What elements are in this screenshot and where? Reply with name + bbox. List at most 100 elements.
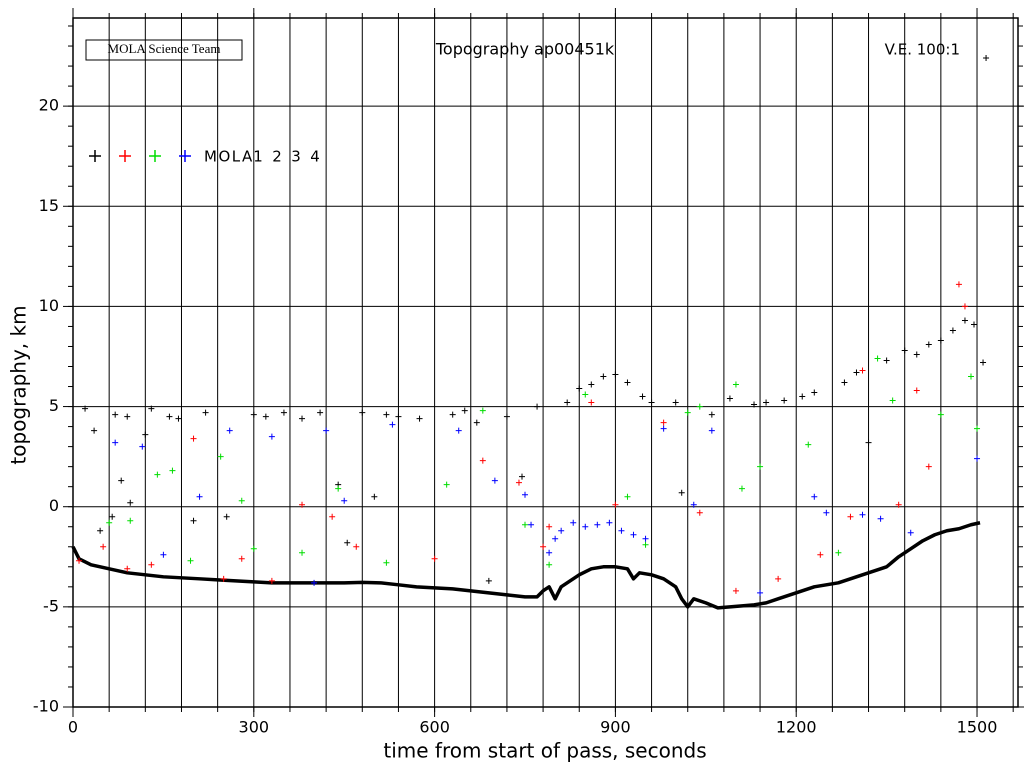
data-point [907,529,914,536]
data-point [612,501,619,508]
data-point [913,351,920,358]
data-point [859,367,866,374]
data-point [980,359,987,366]
data-point [925,341,932,348]
data-point [518,473,525,480]
data-point [642,541,649,548]
data-point [112,439,119,446]
data-point [100,543,107,550]
data-point [732,381,739,388]
y-tick-label: -10 [33,697,59,716]
plot-frame [72,17,1019,708]
data-point [618,527,625,534]
data-point [660,419,667,426]
data-point [311,579,318,586]
y-axis-title: topography, km [7,305,31,464]
data-point [648,399,655,406]
data-point [546,549,553,556]
data-point [775,575,782,582]
data-point [612,371,619,378]
data-point [534,403,541,410]
data-point [443,481,450,488]
data-point [187,557,194,564]
data-point [395,413,402,420]
data-point [817,551,824,558]
data-point [624,493,631,500]
data-point [479,457,486,464]
data-point [883,357,890,364]
data-point [118,477,125,484]
data-point [805,441,812,448]
data-point [738,485,745,492]
data-point [847,513,854,520]
data-point [416,415,423,422]
data-point [811,389,818,396]
x-tick-label: 1500 [957,718,998,737]
data-point [142,431,149,438]
data-point [642,535,649,542]
data-point [323,427,330,434]
data-point [226,427,233,434]
data-point [335,485,342,492]
data-point [558,527,565,534]
data-point [341,497,348,504]
data-point [588,381,595,388]
legend-marker [89,150,101,162]
data-point [124,413,131,420]
data-point [874,355,881,362]
y-tick-label: 0 [49,496,59,515]
credit: MOLA Science Team [108,41,221,56]
data-point [684,409,691,416]
data-point [600,373,607,380]
x-tick-label: 600 [419,718,450,737]
data-point [91,427,98,434]
data-point [449,411,456,418]
legend-marker [119,150,131,162]
data-point [841,379,848,386]
data-point [630,531,637,538]
data-point [937,337,944,344]
data-point [250,545,257,552]
vertical-exaggeration: V.E. 100:1 [885,41,960,59]
data-point [139,443,146,450]
data-point [148,561,155,568]
data-point [491,477,498,484]
data-point [708,411,715,418]
data-point [359,409,366,416]
data-point [546,523,553,530]
data-point [329,513,336,520]
data-point [455,427,462,434]
data-point [299,415,306,422]
data-point [763,399,770,406]
data-point [799,393,806,400]
data-point [751,401,758,408]
data-point [268,433,275,440]
data-point [690,501,697,508]
y-tick-label: 5 [49,396,59,415]
x-tick-label: 1200 [776,718,817,737]
data-point [937,411,944,418]
data-point [588,399,595,406]
legend-title: MOLA [204,148,254,166]
data-point [582,391,589,398]
data-point [109,513,116,520]
data-point [696,403,703,410]
legend-label: 1 [253,148,263,166]
data-point [889,397,896,404]
data-point [268,577,275,584]
data-point [672,399,679,406]
credit-box [85,39,243,61]
data-point [660,425,667,432]
data-point [823,509,830,516]
data-point [757,463,764,470]
data-point [503,413,510,420]
y-tick-label: 10 [39,296,59,315]
data-point [485,577,492,584]
data-point [515,479,522,486]
data-point [781,397,788,404]
data-point [925,463,932,470]
data-point [106,519,113,526]
data-point [317,409,324,416]
data-point [280,409,287,416]
